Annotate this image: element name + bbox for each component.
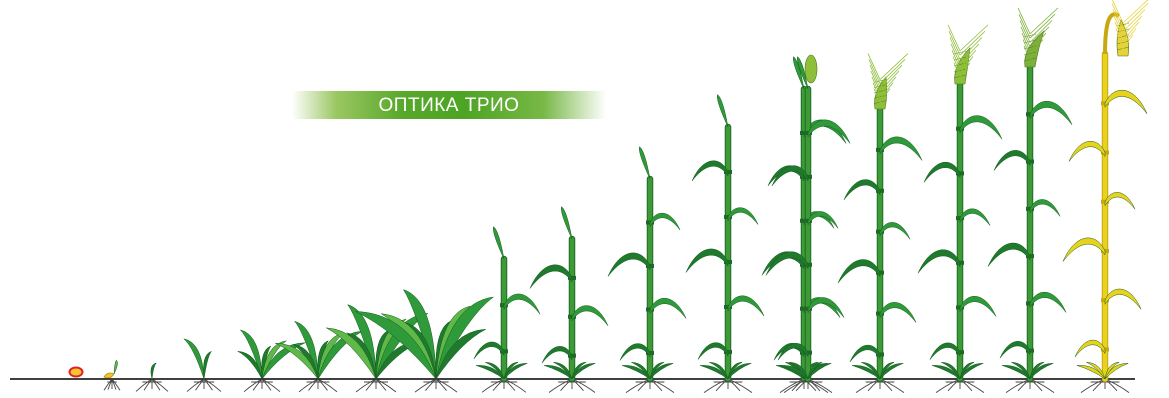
roots bbox=[299, 379, 337, 392]
stage-stem bbox=[530, 207, 608, 393]
roots bbox=[187, 379, 221, 392]
leaf bbox=[924, 162, 960, 182]
leaf bbox=[1030, 292, 1066, 312]
leaf bbox=[686, 249, 728, 273]
stage-leaf bbox=[184, 339, 221, 392]
leaf bbox=[530, 265, 572, 289]
stage-heading bbox=[838, 54, 922, 393]
stage-germination bbox=[104, 360, 120, 390]
stage-leaf bbox=[136, 363, 168, 391]
stage-stem bbox=[608, 147, 686, 393]
leaf bbox=[650, 213, 680, 230]
stage-booting bbox=[766, 55, 850, 393]
leaf bbox=[620, 344, 650, 361]
ear bbox=[1111, 0, 1151, 56]
leaf bbox=[880, 222, 910, 239]
leaf bbox=[572, 306, 608, 326]
banner-label: ОПТИКА ТРИО bbox=[292, 95, 606, 117]
leaf bbox=[608, 253, 650, 277]
ear bbox=[948, 25, 988, 84]
leaf bbox=[838, 260, 880, 284]
leaf bbox=[960, 116, 1002, 140]
leaf bbox=[988, 243, 1030, 267]
leaf bbox=[1105, 90, 1147, 114]
leaf bbox=[184, 339, 204, 379]
leaf bbox=[474, 342, 504, 359]
leaf bbox=[880, 137, 922, 161]
leaf bbox=[728, 208, 758, 225]
flag-leaf bbox=[561, 207, 572, 239]
leaf bbox=[1069, 141, 1105, 161]
plant-stages bbox=[70, 0, 1152, 393]
leaf bbox=[918, 250, 960, 274]
flag-leaf bbox=[493, 227, 504, 259]
stage-flowering bbox=[918, 25, 1002, 393]
flag-leaf bbox=[639, 147, 650, 179]
leaf bbox=[844, 180, 880, 200]
leaf bbox=[1030, 101, 1072, 125]
leaf bbox=[880, 302, 916, 322]
flag-leaf bbox=[717, 95, 728, 127]
product-banner: ОПТИКА ТРИО bbox=[292, 91, 606, 119]
leaf bbox=[1075, 340, 1105, 357]
leaf bbox=[151, 363, 156, 379]
leaf bbox=[698, 343, 728, 360]
roots bbox=[356, 379, 396, 392]
stage-ripe bbox=[1063, 0, 1151, 393]
stage-tiller bbox=[275, 321, 362, 392]
leaf bbox=[960, 296, 996, 316]
leaf bbox=[850, 345, 880, 362]
ear bbox=[1018, 8, 1058, 67]
stage-stem bbox=[474, 227, 540, 393]
leaf bbox=[994, 150, 1030, 170]
leaf bbox=[1000, 341, 1030, 358]
seed bbox=[70, 368, 83, 377]
stage-seed bbox=[70, 368, 83, 377]
roots bbox=[104, 379, 120, 390]
leaf bbox=[203, 351, 211, 379]
roots bbox=[244, 379, 280, 392]
leaf bbox=[504, 294, 540, 314]
leaf bbox=[728, 296, 764, 316]
stage-milk bbox=[988, 8, 1072, 393]
stage-tiller bbox=[238, 330, 306, 392]
seed bbox=[104, 373, 114, 378]
leaf bbox=[960, 209, 990, 226]
sprout bbox=[114, 360, 118, 374]
boot bbox=[805, 55, 817, 83]
leaf bbox=[1063, 238, 1105, 262]
leaf bbox=[1105, 192, 1135, 209]
leaf bbox=[930, 343, 960, 360]
leaf bbox=[542, 346, 572, 363]
roots bbox=[415, 379, 457, 392]
leaf bbox=[1105, 289, 1141, 309]
roots bbox=[136, 379, 168, 391]
leaf bbox=[650, 298, 686, 318]
leaf bbox=[808, 211, 838, 228]
stage-stem bbox=[686, 95, 764, 393]
stage-stem bbox=[762, 57, 846, 393]
leaf bbox=[692, 161, 728, 181]
ear bbox=[868, 54, 908, 109]
leaf bbox=[1030, 199, 1060, 216]
